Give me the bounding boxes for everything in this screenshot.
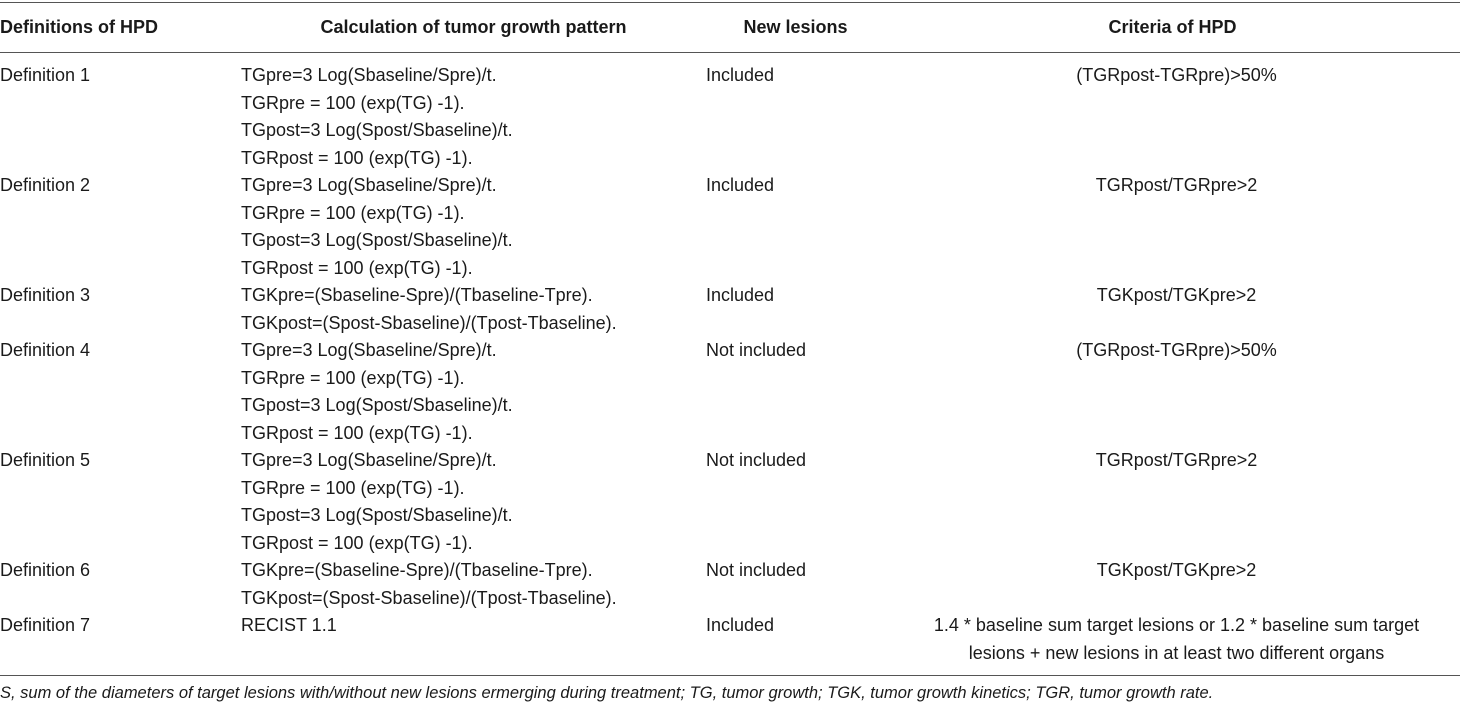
cell-line: TGKpre=(Sbaseline-Spre)/(Tbaseline-Tpre)… (241, 285, 593, 305)
cell-text: Definition 2 (0, 175, 91, 195)
table-cell: TGpre=3 Log(Sbaseline/Spre)/t. TGRpre = 1… (241, 337, 706, 447)
cell-text: Definition 7 (0, 615, 91, 635)
cell-line: TGpre=3 Log(Sbaseline/Spre)/t. (241, 65, 497, 85)
table-cell: TGKpre=(Sbaseline-Spre)/(Tbaseline-Tpre)… (241, 282, 706, 337)
cell-text: Definition 6 (0, 560, 91, 580)
table-cell: Definition 5 (0, 447, 241, 557)
table-body: Definition 1 TGpre=3 Log(Sbaseline/Spre)/… (0, 53, 1460, 676)
table-cell: (TGRpost-TGRpre)>50% (885, 337, 1460, 447)
table-cell: RECIST 1.1 (241, 612, 706, 676)
table-cell: Definition 3 (0, 282, 241, 337)
table-row: Definition 1 TGpre=3 Log(Sbaseline/Spre)/… (0, 53, 1460, 173)
cell-text: Not included (706, 560, 807, 580)
table-row: Definition 2 TGpre=3 Log(Sbaseline/Spre)/… (0, 172, 1460, 282)
cell-text: Not included (706, 340, 807, 360)
cell-text: Not included (706, 450, 807, 470)
table-row: Definition 3 TGKpre=(Sbaseline-Spre)/(Tba… (0, 282, 1460, 337)
table-cell: Not included (706, 557, 885, 612)
cell-line: TGRpre = 100 (exp(TG) -1). (241, 477, 465, 498)
table-cell: TGKpre=(Sbaseline-Spre)/(Tbaseline-Tpre)… (241, 557, 706, 612)
cell-line: TGpre=3 Log(Sbaseline/Spre)/t. (241, 450, 497, 470)
cell-line: TGpost=3 Log(Spost/Sbaseline)/t. (241, 120, 513, 140)
cell-line: TGRpost = 100 (exp(TG) -1). (241, 257, 473, 278)
cell-line: TGpre=3 Log(Sbaseline/Spre)/t. (241, 340, 497, 360)
cell-text: Definition 1 (0, 65, 91, 85)
cell-line: TGRpost = 100 (exp(TG) -1). (241, 422, 473, 443)
cell-text: TGKpost/TGKpre>2 (1096, 560, 1257, 580)
cell-line: TGKpre=(Sbaseline-Spre)/(Tbaseline-Tpre)… (241, 560, 593, 580)
table-cell: Definition 2 (0, 172, 241, 282)
cell-text: Included (706, 175, 775, 195)
cell-text: Included (706, 65, 775, 85)
cell-text: TGRpost/TGRpre>2 (1095, 175, 1258, 195)
cell-line: TGpre=3 Log(Sbaseline/Spre)/t. (241, 175, 497, 195)
table-cell: Definition 7 (0, 612, 241, 676)
cell-text: Included (706, 615, 775, 635)
table-cell: TGRpost/TGRpre>2 (885, 172, 1460, 282)
table-cell: Included (706, 172, 885, 282)
cell-line: TGRpre = 100 (exp(TG) -1). (241, 202, 465, 223)
cell-line: TGKpost=(Spost-Sbaseline)/(Tpost-Tbaseli… (241, 587, 617, 608)
cell-text: Definition 5 (0, 450, 91, 470)
header-row: Definitions of HPD Calculation of tumor g… (0, 2, 1460, 53)
table-cell: 1.4 * baseline sum target lesions or 1.2… (885, 612, 1460, 676)
footnote: S, sum of the diameters of target lesion… (0, 684, 1214, 702)
table-cell: Not included (706, 447, 885, 557)
cell-line: TGpost=3 Log(Spost/Sbaseline)/t. (241, 505, 513, 525)
cell-line: TGpost=3 Log(Spost/Sbaseline)/t. (241, 395, 513, 415)
table-cell: Definition 6 (0, 557, 241, 612)
cell-line: TGRpost = 100 (exp(TG) -1). (241, 147, 473, 168)
table-row: Definition 4 TGpre=3 Log(Sbaseline/Spre)/… (0, 337, 1460, 447)
table-cell: Definition 1 (0, 53, 241, 173)
cell-text: 1.4 * baseline sum target lesions or 1.2… (933, 615, 1420, 663)
cell-text: TGRpost/TGRpre>2 (1095, 450, 1258, 470)
cell-text: (TGRpost-TGRpre)>50% (1076, 340, 1277, 360)
header-cell: New lesions (706, 2, 885, 53)
header-cell: Calculation of tumor growth pattern (241, 2, 706, 53)
table-cell: TGRpost/TGRpre>2 (885, 447, 1460, 557)
cell-line: TGRpost = 100 (exp(TG) -1). (241, 532, 473, 553)
table-cell: Included (706, 612, 885, 676)
cell-text: Definition 3 (0, 285, 91, 305)
cell-line: TGRpre = 100 (exp(TG) -1). (241, 367, 465, 388)
table-row: Definition 5 TGpre=3 Log(Sbaseline/Spre)/… (0, 447, 1460, 557)
table-cell: (TGRpost-TGRpre)>50% (885, 53, 1460, 173)
table-cell: TGpre=3 Log(Sbaseline/Spre)/t. TGRpre = 1… (241, 53, 706, 173)
table-row: Definition 6 TGKpre=(Sbaseline-Spre)/(Tba… (0, 557, 1460, 612)
cell-line: TGKpost=(Spost-Sbaseline)/(Tpost-Tbaseli… (241, 312, 617, 333)
table-cell: Not included (706, 337, 885, 447)
table-cell: TGKpost/TGKpre>2 (885, 557, 1460, 612)
table-cell: Definition 4 (0, 337, 241, 447)
hpd-table: Definitions of HPD Calculation of tumor g… (0, 2, 1460, 676)
header-cell: Criteria of HPD (885, 2, 1460, 53)
cell-text: TGKpost/TGKpre>2 (1096, 285, 1257, 305)
cell-line: TGpost=3 Log(Spost/Sbaseline)/t. (241, 230, 513, 250)
table-cell: TGpre=3 Log(Sbaseline/Spre)/t. TGRpre = 1… (241, 172, 706, 282)
cell-line: TGRpre = 100 (exp(TG) -1). (241, 92, 465, 113)
cell-text: Included (706, 285, 775, 305)
header-cell: Definitions of HPD (0, 2, 241, 53)
table-cell: Included (706, 282, 885, 337)
cell-line: RECIST 1.1 (241, 615, 337, 635)
cell-text: Definition 4 (0, 340, 91, 360)
table-row: Definition 7 RECIST 1.1 Included 1.4 * base… (0, 612, 1460, 676)
table-cell: Included (706, 53, 885, 173)
cell-text: (TGRpost-TGRpre)>50% (1076, 65, 1277, 85)
table-cell: TGKpost/TGKpre>2 (885, 282, 1460, 337)
table-cell: TGpre=3 Log(Sbaseline/Spre)/t. TGRpre = 1… (241, 447, 706, 557)
